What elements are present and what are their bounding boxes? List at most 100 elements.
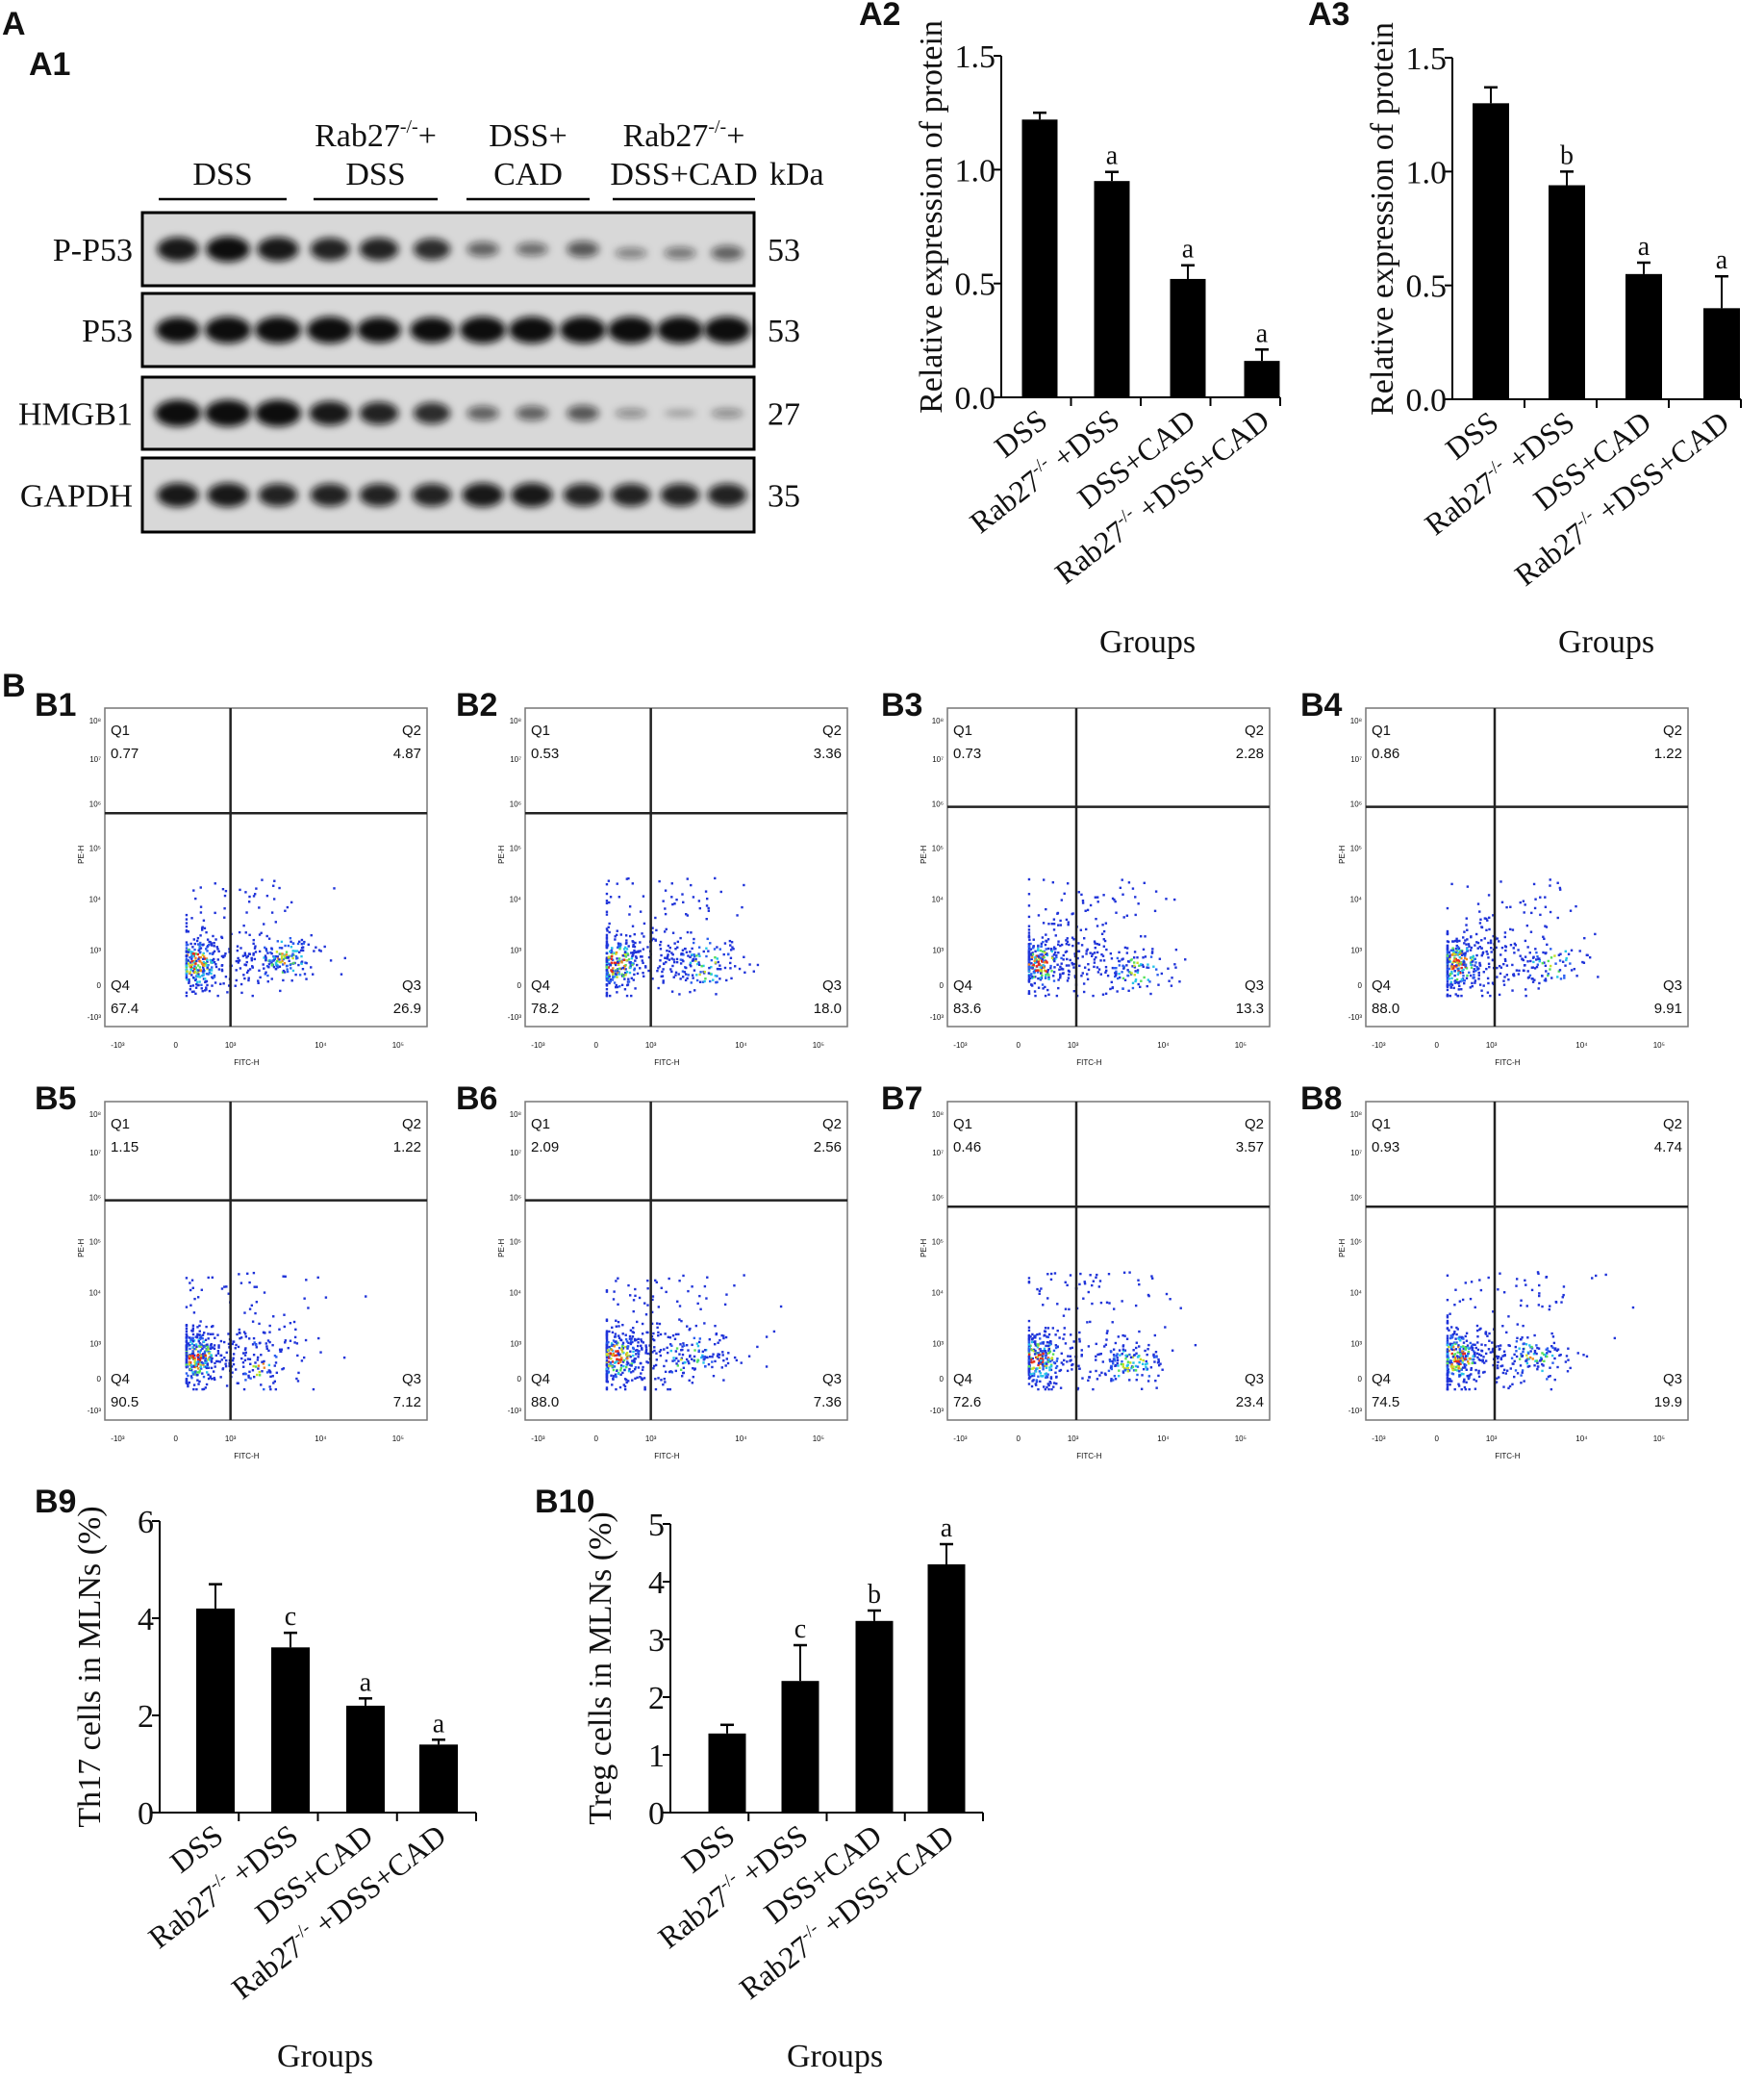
event-dot xyxy=(1079,928,1083,931)
event-dot xyxy=(234,1347,237,1350)
event-dot xyxy=(634,951,638,954)
event-dot xyxy=(674,1350,678,1353)
event-dot xyxy=(1446,1354,1449,1358)
event-dot xyxy=(189,968,192,972)
event-dot xyxy=(1121,971,1123,974)
event-dot xyxy=(185,1333,189,1336)
event-dot xyxy=(1118,951,1121,954)
event-dot xyxy=(633,973,636,977)
event-dot xyxy=(250,956,253,960)
event-dot xyxy=(1054,934,1057,937)
event-dot xyxy=(197,1367,200,1370)
event-dot xyxy=(252,1271,256,1275)
event-dot xyxy=(1039,1348,1042,1351)
event-dot xyxy=(1030,1374,1034,1378)
event-dot xyxy=(203,977,207,980)
event-dot xyxy=(1449,949,1453,952)
event-dot xyxy=(1517,973,1521,976)
event-dot xyxy=(1093,961,1096,964)
event-dot xyxy=(189,951,192,953)
event-dot xyxy=(1097,968,1101,971)
event-dot xyxy=(188,1336,191,1339)
event-dot xyxy=(607,966,610,969)
event-dot xyxy=(211,976,214,978)
event-dot xyxy=(1031,955,1034,959)
y-tick-label: 10³ xyxy=(89,1340,101,1349)
quadrant-name-q4: Q4 xyxy=(531,977,550,994)
event-dot xyxy=(195,1335,199,1339)
event-dot xyxy=(1154,890,1158,893)
event-dot xyxy=(248,895,251,899)
event-dot xyxy=(624,1353,628,1356)
event-dot xyxy=(632,1350,635,1354)
event-dot xyxy=(1594,932,1597,936)
event-dot xyxy=(283,971,287,974)
event-dot xyxy=(258,969,261,973)
event-dot xyxy=(605,991,609,995)
event-dot xyxy=(1153,1360,1156,1363)
event-dot xyxy=(1512,974,1516,977)
event-dot xyxy=(631,882,635,885)
event-dot xyxy=(664,889,668,892)
event-dot xyxy=(646,1352,649,1356)
event-dot xyxy=(1458,1351,1462,1354)
event-dot xyxy=(215,946,218,949)
event-dot xyxy=(617,1361,620,1365)
event-dot xyxy=(1042,1340,1046,1344)
panel-label-B7: B7 xyxy=(881,1080,922,1117)
event-dot xyxy=(1457,971,1460,975)
event-dot xyxy=(1496,1377,1499,1380)
event-dot xyxy=(624,934,628,937)
panel-label-B9: B9 xyxy=(35,1484,76,1520)
event-dot xyxy=(605,1387,609,1391)
y-tick-label: 10⁸ xyxy=(1350,717,1362,725)
event-dot xyxy=(614,961,617,965)
event-dot xyxy=(1459,961,1463,964)
event-dot xyxy=(187,1383,189,1386)
event-dot xyxy=(635,1338,638,1341)
event-dot xyxy=(636,963,639,967)
event-dot xyxy=(1516,1372,1520,1375)
event-dot xyxy=(1449,1336,1452,1340)
event-dot xyxy=(207,1348,210,1351)
event-dot xyxy=(1446,1342,1449,1346)
event-dot xyxy=(1540,1358,1543,1360)
y-tick-label: 10⁶ xyxy=(1350,799,1362,808)
event-dot xyxy=(1042,1385,1046,1388)
event-dot xyxy=(1485,967,1488,971)
event-dot xyxy=(611,958,615,961)
event-dot xyxy=(1040,942,1044,946)
event-dot xyxy=(1539,1357,1543,1359)
event-dot xyxy=(1474,1346,1477,1350)
blot-group-label: CAD xyxy=(493,157,563,192)
event-dot xyxy=(1103,939,1107,943)
event-dot xyxy=(191,970,195,973)
event-dot xyxy=(1450,1335,1454,1338)
event-dot xyxy=(640,1372,643,1375)
blot-band xyxy=(664,246,696,260)
event-dot xyxy=(1027,990,1031,993)
event-dot xyxy=(1467,1346,1470,1350)
event-dot xyxy=(1472,1343,1474,1346)
event-dot xyxy=(1072,1340,1075,1343)
event-dot xyxy=(708,1338,712,1341)
event-dot xyxy=(1061,968,1065,971)
event-dot xyxy=(243,1311,246,1314)
panel-label-A2: A2 xyxy=(859,0,900,33)
event-dot xyxy=(1157,1358,1160,1361)
event-dot xyxy=(1115,970,1118,974)
event-dot xyxy=(627,876,630,880)
event-dot xyxy=(187,962,190,965)
event-dot xyxy=(1470,960,1474,964)
event-dot xyxy=(1145,1359,1147,1363)
event-dot xyxy=(1449,1378,1452,1381)
event-dot xyxy=(267,1363,271,1367)
event-dot xyxy=(254,945,257,948)
event-dot xyxy=(1059,924,1063,926)
event-dot xyxy=(1030,1337,1034,1341)
event-dot xyxy=(1476,941,1480,945)
event-dot xyxy=(1027,943,1031,946)
event-dot xyxy=(1147,978,1150,981)
event-dot xyxy=(255,1346,259,1349)
event-dot xyxy=(209,1332,213,1335)
